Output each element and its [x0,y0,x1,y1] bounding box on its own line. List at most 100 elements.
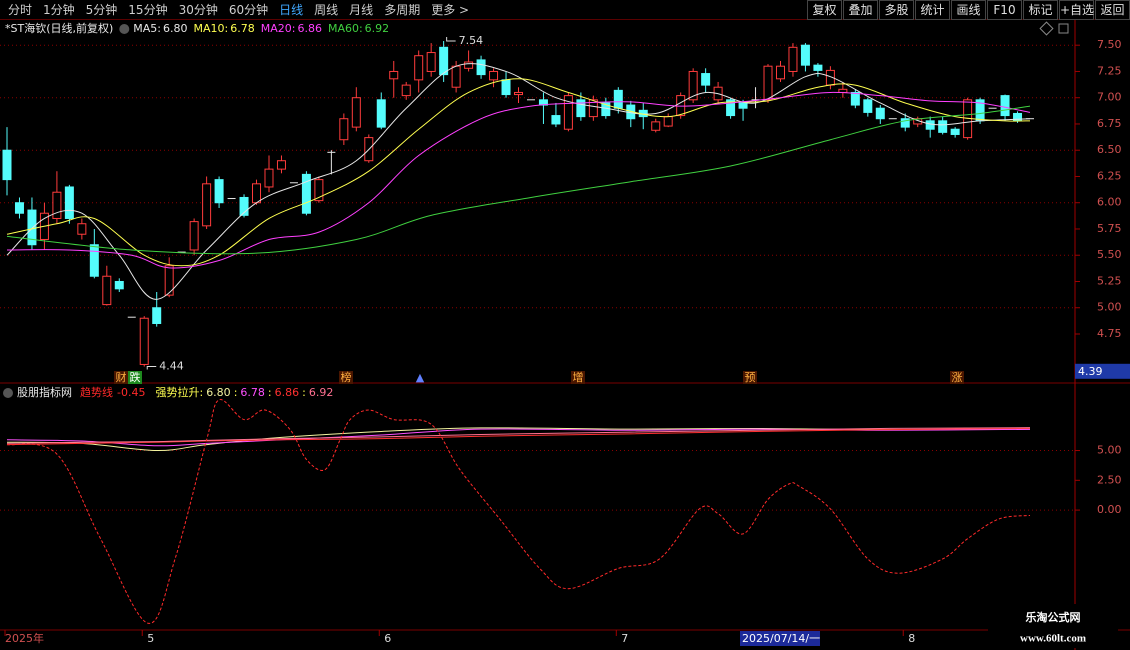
legend-value: 6.86 [275,386,300,399]
x-tick-label: 8 [908,632,915,645]
y-tick-label: 5.00 [1097,444,1122,457]
toolbar-button[interactable]: 叠加 [843,0,878,20]
legend-name: MA10: [194,22,229,35]
period-tab[interactable]: 月线 [349,3,374,17]
legend-name: MA20: [261,22,296,35]
icon-square[interactable] [1058,23,1069,34]
candle-body [501,79,511,96]
period-tab[interactable]: 日线 [279,3,304,17]
period-tab[interactable]: 5分钟 [85,3,118,17]
candle-body [439,46,449,76]
period-tab[interactable]: 分时 [8,3,33,17]
candle-body [875,107,885,120]
legend-value: 6.80 [163,22,188,35]
chart-title: *ST海钦(日线,前复权) [5,21,113,35]
candle-body [401,84,411,97]
indicator-line [6,78,1031,267]
candle-body [451,65,461,88]
period-tab[interactable]: 60分钟 [228,3,269,17]
watermark-title: 乐淘公式网 [1026,610,1081,624]
toolbar-button[interactable]: 复权 [807,0,842,20]
candle-body [426,52,436,72]
candle-body [2,149,12,181]
period-tab[interactable]: 多周期 [384,3,421,17]
legend-value: 6.92 [365,22,390,35]
y-tick-label: 5.50 [1097,248,1122,261]
candle-body [651,121,661,131]
period-tab[interactable]: 周线 [314,3,339,17]
indicator-line [6,427,1031,446]
event-marker: 涨 [952,371,963,384]
x-tick-label: 7 [621,632,628,645]
candle-body [202,183,212,227]
candle-body [264,168,274,188]
toolbar-button[interactable]: 画线 [951,0,986,20]
toolbar-button[interactable]: 标记 [1023,0,1058,20]
legend-separator: : [302,386,306,399]
event-marker: 财 [116,370,127,384]
y-tick-label: 6.50 [1097,143,1122,156]
cursor-date: 2025/07/14/一 [742,632,820,645]
toolbar-buttons: 复权 叠加 多股 统计 画线 F10 标记 +自选 返回 [806,0,1130,20]
max-pointer [446,37,456,42]
period-tab[interactable]: 15分钟 [128,3,168,17]
candle-body [701,73,711,86]
legend-group-label: 强势拉升: [155,385,203,399]
y-tick-label: 7.50 [1097,38,1122,51]
candle-body [239,196,249,216]
indicator-line [6,63,1031,300]
toolbar-button[interactable]: +自选 [1059,0,1094,20]
period-tab[interactable]: 1分钟 [43,3,75,17]
indicator-line [6,399,1031,624]
event-marker: 预 [745,371,756,384]
indicator-line [6,105,1031,255]
y-tick-label: 5.00 [1097,301,1122,314]
candle-body [763,65,773,101]
candle-body [214,179,224,204]
candle-body [850,91,860,106]
legend-icon [3,388,13,398]
candle-body [938,120,948,133]
candle-body [14,202,24,214]
candle-body [152,307,162,324]
event-marker: 跌 [130,370,141,384]
candle-body [738,102,748,109]
candle-body [576,99,586,118]
candle-body [863,99,873,113]
legend-name: MA5: [133,22,161,35]
candle-body [489,70,499,81]
candle-body [588,99,598,118]
event-marker: 榜 [341,370,352,384]
event-marker-bg [339,371,353,384]
period-tab[interactable]: 更多 > [431,3,470,17]
y-tick-label: 5.75 [1097,222,1122,235]
candle-body [301,173,311,214]
indicator-line [6,91,1031,269]
cursor-price: 4.39 [1078,365,1103,378]
toolbar-button[interactable]: 多股 [879,0,914,20]
toolbar-button[interactable]: 返回 [1095,0,1130,20]
candle-body [139,317,149,365]
candle-body [189,221,199,251]
min-pointer [146,366,157,370]
legend-value: 6.86 [297,22,322,35]
period-tab[interactable]: 30分钟 [178,3,218,17]
candle-body [414,55,424,81]
candle-body [389,70,399,80]
y-tick-label: 7.25 [1097,64,1122,77]
toolbar-button[interactable]: F10 [987,0,1022,20]
toolbar-button[interactable]: 统计 [915,0,950,20]
indicator-line [6,427,1031,452]
legend-value: 6.80 [206,386,231,399]
candle-body [775,65,785,80]
candle-body [64,186,74,219]
candle-body [314,179,324,202]
x-tick-label: 6 [384,632,391,645]
min-price-label: 4.44 [159,360,184,373]
indicator-line [6,428,1031,447]
y-tick-label: 6.25 [1097,169,1122,182]
event-marker-bg [950,371,964,384]
icon-diamond[interactable] [1039,21,1054,36]
candle-body [464,61,474,69]
